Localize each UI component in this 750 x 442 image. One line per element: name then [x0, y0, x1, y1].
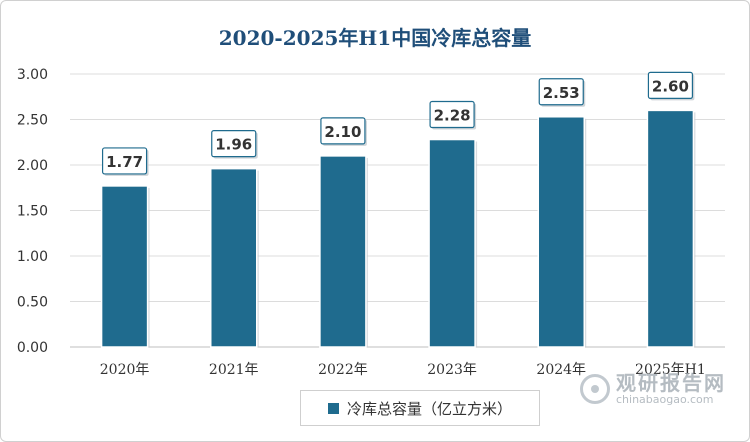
data-label-box	[538, 78, 584, 106]
bar	[428, 138, 476, 348]
bar	[319, 155, 367, 348]
chart-title: 2020-2025年H1中国冷库总容量	[218, 26, 532, 50]
bar	[646, 109, 695, 348]
data-label: 2.28	[434, 107, 471, 125]
x-tick-label: 2021年	[209, 362, 259, 378]
data-label-box	[647, 71, 694, 100]
data-label-box	[320, 117, 366, 145]
watermark-name: 观研报告网	[616, 371, 726, 395]
watermark-logo-icon	[580, 374, 610, 405]
y-tick-label: 1.00	[17, 249, 48, 265]
bar	[537, 116, 585, 348]
bar	[210, 167, 258, 348]
bar	[100, 185, 149, 348]
watermark: 观研报告网 chinabaogao.com	[580, 372, 726, 406]
data-label: 2.60	[652, 77, 689, 95]
y-tick-label: 2.50	[17, 113, 48, 129]
x-tick-label: 2022年	[318, 362, 368, 378]
data-label: 2.10	[324, 123, 361, 141]
x-tick-label: 2020年	[100, 362, 150, 378]
legend-label: 冷库总容量（亿立方米）	[346, 399, 512, 418]
data-label: 1.96	[215, 136, 252, 154]
y-tick-label: 0.00	[17, 340, 48, 356]
data-label-box	[211, 130, 257, 158]
x-tick-label: 2025年H1	[635, 362, 706, 378]
data-label-box	[429, 100, 475, 129]
x-tick-label: 2023年	[427, 362, 477, 378]
watermark-url: chinabaogao.com	[616, 393, 714, 406]
data-label: 2.53	[543, 84, 580, 102]
y-tick-label: 2.00	[17, 158, 48, 174]
y-tick-label: 0.50	[17, 295, 48, 311]
legend-swatch	[327, 402, 339, 414]
y-tick-label: 3.00	[17, 67, 48, 83]
data-label-box	[101, 147, 148, 175]
legend: 冷库总容量（亿立方米）	[300, 390, 540, 426]
y-tick-label: 1.50	[17, 204, 48, 220]
data-label: 1.77	[106, 153, 143, 171]
x-tick-label: 2024年	[536, 362, 586, 378]
